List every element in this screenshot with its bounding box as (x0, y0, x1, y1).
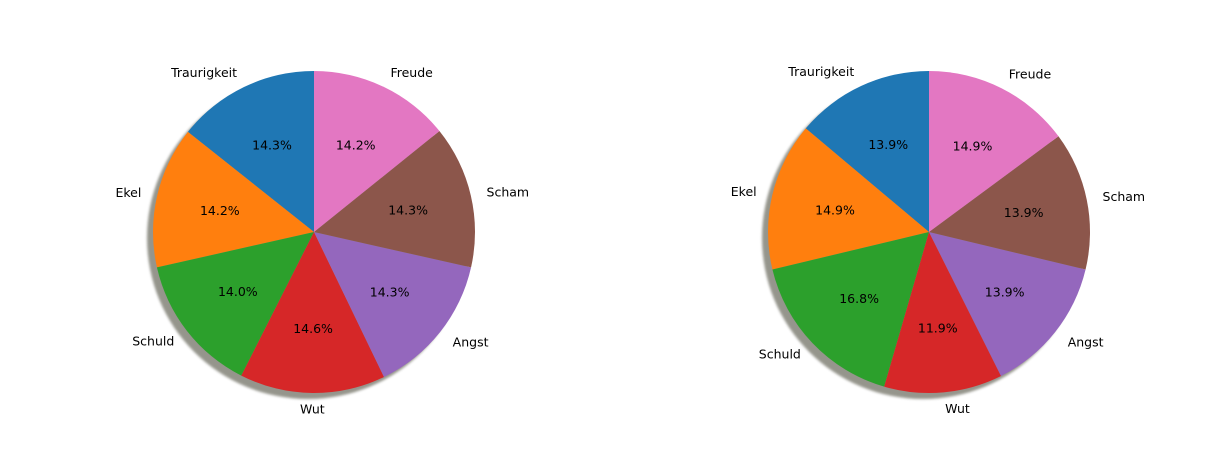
pct-label-schuld: 16.8% (839, 291, 879, 306)
pct-label-freude: 14.9% (953, 138, 993, 153)
slice-label-schuld: Schuld (759, 347, 801, 362)
pie-slice-traurigkeit (805, 71, 929, 232)
pie-slice-schuld (156, 232, 314, 376)
slice-label-freude: Freude (390, 65, 433, 80)
pie-slice-traurigkeit (187, 71, 314, 232)
slice-label-ekel: Ekel (731, 184, 757, 199)
pct-label-wut: 14.6% (293, 321, 333, 336)
slice-label-scham: Scham (1103, 189, 1146, 204)
pie-slice-angst (929, 232, 1086, 376)
slice-label-traurigkeit: Traurigkeit (170, 65, 237, 80)
pct-label-angst: 13.9% (985, 285, 1025, 300)
pct-label-ekel: 14.2% (200, 203, 240, 218)
slice-label-angst: Angst (453, 335, 489, 350)
pie-slice-wut (884, 232, 1002, 393)
slice-label-angst: Angst (1068, 335, 1104, 350)
pct-label-scham: 14.3% (388, 203, 428, 218)
pct-label-traurigkeit: 13.9% (868, 137, 908, 152)
pie-slice-freude (314, 71, 440, 232)
pie-chart-right: Traurigkeit 13.9% Ekel 14.9% Schuld 16.8% Wut 1… (731, 64, 1145, 416)
slice-label-traurigkeit: Traurigkeit (787, 64, 854, 79)
pct-label-traurigkeit: 14.3% (252, 138, 292, 153)
slice-label-wut: Wut (945, 401, 970, 416)
pie-slice-freude (929, 71, 1059, 232)
slice-label-wut: Wut (300, 402, 325, 417)
pct-label-wut: 11.9% (918, 321, 958, 336)
slice-label-scham: Scham (487, 184, 530, 199)
pie-slice-scham (314, 131, 475, 268)
pct-label-ekel: 14.9% (815, 202, 855, 217)
slice-label-freude: Freude (1009, 66, 1052, 81)
pie-slice-angst (314, 232, 472, 377)
pie-chart-left: Traurigkeit 14.3% Ekel 14.2% Schuld 14.0% Wut 1… (115, 65, 529, 417)
pie-slice-scham (929, 136, 1090, 270)
pct-label-angst: 14.3% (370, 285, 410, 300)
pct-label-schuld: 14.0% (218, 284, 258, 299)
pie-slice-wut (241, 232, 384, 393)
slice-label-schuld: Schuld (132, 333, 174, 348)
slice-label-ekel: Ekel (115, 185, 141, 200)
pct-label-scham: 13.9% (1004, 205, 1044, 220)
pct-label-freude: 14.2% (336, 137, 376, 152)
pie-slice-ekel (153, 131, 314, 268)
pie-slice-ekel (767, 128, 929, 270)
pie-slice-schuld (772, 232, 929, 387)
